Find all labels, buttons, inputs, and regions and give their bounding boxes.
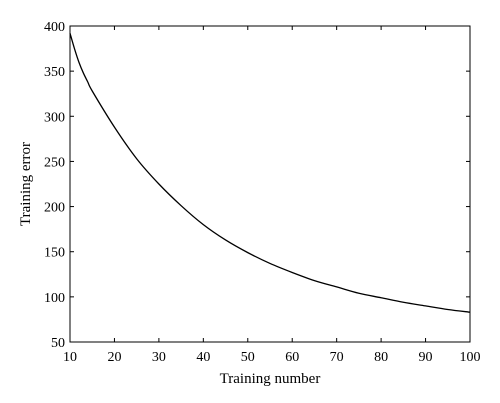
x-tick-label: 60 [285, 350, 299, 365]
x-tick-label: 30 [152, 350, 166, 365]
x-tick-label: 10 [63, 350, 77, 365]
y-tick-label: 350 [44, 65, 65, 80]
x-tick-label: 90 [419, 350, 433, 365]
x-tick-label: 100 [460, 350, 481, 365]
x-tick-label: 70 [330, 350, 344, 365]
x-axis-title: Training number [220, 371, 321, 387]
x-tick-labels: 10 20 30 40 50 60 70 80 90 100 [63, 350, 481, 365]
y-tick-label: 300 [44, 110, 65, 125]
y-tick-label: 150 [44, 246, 65, 261]
y-tick-label: 50 [51, 336, 65, 351]
y-tick-label: 100 [44, 291, 65, 306]
x-tick-label: 50 [241, 350, 255, 365]
axis-ticks [69, 25, 471, 343]
x-tick-label: 40 [196, 350, 210, 365]
series-line [69, 33, 471, 313]
x-tick-label: 20 [107, 350, 121, 365]
y-axis-title: Training error [18, 142, 34, 226]
y-tick-labels: 50 100 150 200 250 300 350 400 [44, 20, 65, 351]
plot-area-frame [69, 25, 471, 343]
y-tick-label: 400 [44, 20, 65, 35]
y-tick-label: 200 [44, 201, 65, 216]
y-tick-label: 250 [44, 155, 65, 170]
x-tick-label: 80 [374, 350, 388, 365]
